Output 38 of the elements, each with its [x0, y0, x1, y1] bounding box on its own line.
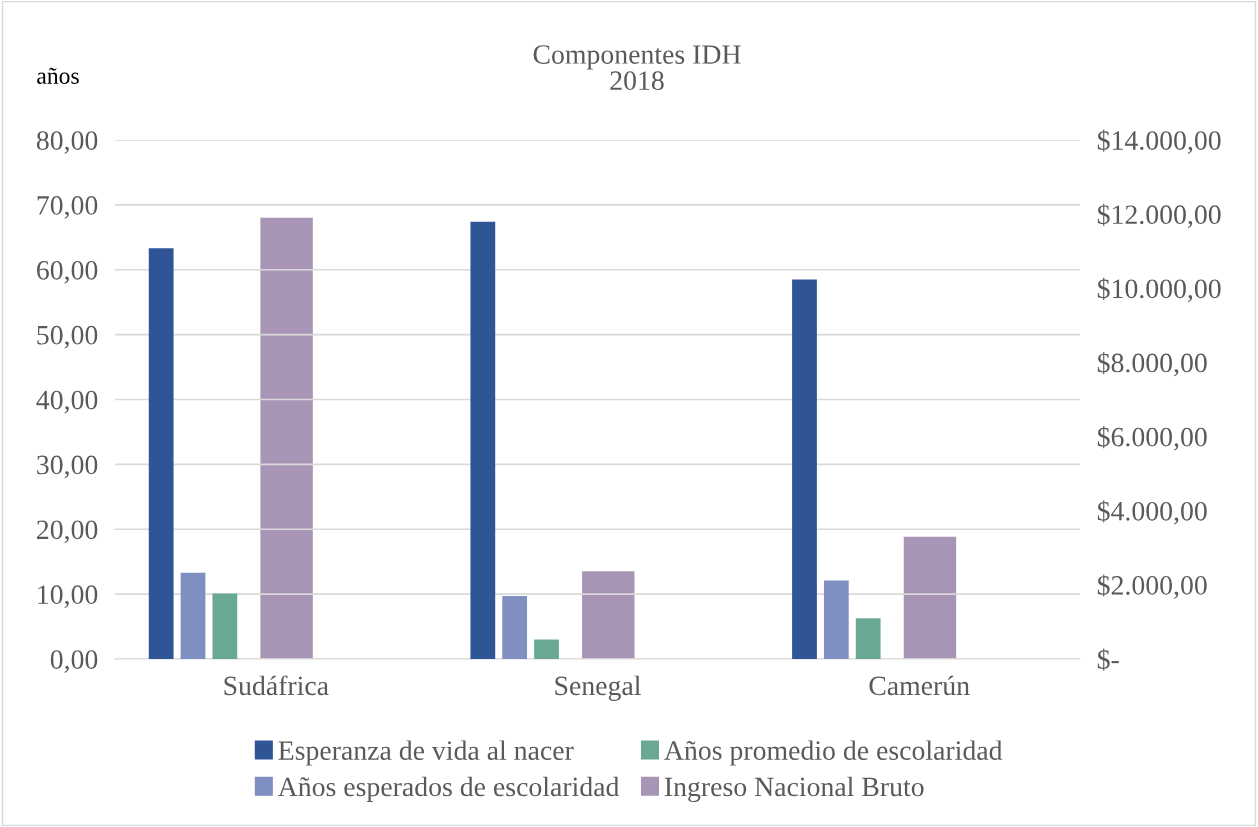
y-tick-label: 40,00: [36, 390, 98, 414]
y-tick-label: 20,00: [37, 520, 98, 544]
y2-tick-label: $2.000,00: [1097, 574, 1207, 599]
y2-tick-label: $8.000,00: [1097, 351, 1207, 377]
legend-label: Años esperados de escolaridad: [277, 776, 620, 802]
x-tick-label: Senegal: [555, 675, 641, 701]
bar: [582, 571, 635, 659]
legend-label: Ingreso Nacional Bruto: [664, 776, 924, 802]
y2-tick-label: $4.000,00: [1097, 500, 1207, 525]
y-tick-label: 10,00: [38, 585, 98, 609]
bar: [855, 618, 881, 659]
bar: [470, 221, 496, 659]
bar: [792, 279, 817, 659]
y-tick-label: 30,00: [37, 455, 98, 479]
x-tick-label: Camerún: [869, 675, 970, 696]
y2-tick-label: $14.000,00: [1097, 129, 1221, 154]
bar: [823, 580, 849, 659]
y2-tick-label: $-: [1097, 648, 1119, 671]
bar: [180, 572, 206, 659]
y-tick-label: 80,00: [36, 131, 98, 154]
bar: [502, 596, 528, 659]
x-tick-label: Sudáfrica: [224, 675, 329, 696]
y2-tick-label: $12.000,00: [1097, 203, 1221, 229]
y-tick-label: 60,00: [37, 260, 98, 284]
bar: [260, 217, 313, 659]
y2-tick-label: $6.000,00: [1097, 426, 1207, 451]
y-axis-title: años: [37, 67, 79, 84]
y-tick-label: 0,00: [50, 650, 98, 673]
bar: [148, 248, 174, 659]
legend-label: Esperanza de vida al nacer: [278, 740, 574, 766]
y2-tick-label: $10.000,00: [1097, 277, 1221, 303]
chart-title: Componentes IDH 2018: [533, 45, 741, 91]
bar: [534, 639, 559, 659]
bar: [212, 593, 238, 659]
legend-label: Años promedio de escolaridad: [664, 740, 1003, 766]
y-tick-label: 50,00: [37, 325, 98, 349]
bar: [903, 536, 957, 659]
y-tick-label: 70,00: [37, 196, 98, 219]
